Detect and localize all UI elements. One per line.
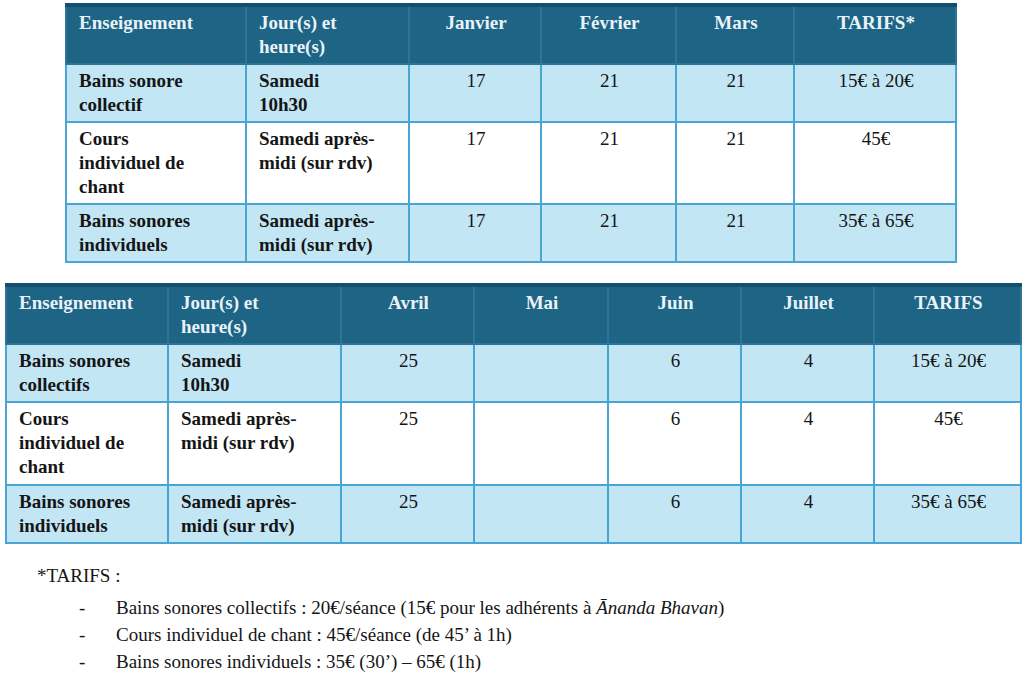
cell-avril: 25 (341, 344, 474, 402)
tariff-table-jan-mar: Enseignement Jour(s) et heure(s) Janvier… (65, 3, 957, 263)
cell-janvier: 17 (409, 122, 541, 204)
table-row: Bains sonores individuels Samedi après- … (6, 485, 1021, 543)
footnote-text-main: Bains sonores collectifs : 20€/séance (1… (116, 597, 596, 618)
cell-janvier: 17 (409, 204, 541, 262)
cell-juin: 6 (608, 485, 741, 543)
column-header-enseignement: Enseignement (6, 285, 168, 344)
table-row: Cours individuel de chant Samedi après- … (66, 122, 956, 204)
bullet-dash: - (79, 594, 116, 621)
cell-schedule: Samedi après- midi (sur rdv) (246, 122, 409, 204)
cell-mars: 21 (676, 122, 794, 204)
table-row: Bains sonore collectif Samedi 10h30 17 2… (66, 64, 956, 122)
tariff-table-apr-jul: Enseignement Jour(s) et heure(s) Avril M… (5, 283, 1022, 544)
cell-tarif: 45€ (794, 122, 956, 204)
column-header-juillet: Juillet (741, 285, 874, 344)
footnote-text-italic: Ānanda Bhavan (596, 597, 718, 618)
column-header-jours-heures: Jour(s) et heure(s) (246, 5, 409, 64)
cell-schedule: Samedi après- midi (sur rdv) (168, 485, 341, 543)
bullet-dash: - (79, 648, 116, 675)
cell-mai (474, 344, 608, 402)
cell-tarif: 35€ à 65€ (794, 204, 956, 262)
cell-schedule: Samedi après- midi (sur rdv) (168, 402, 341, 485)
cell-enseignement: Cours individuel de chant (6, 402, 168, 485)
footnote-title: *TARIFS : (37, 564, 724, 588)
document-page: { "colors": { "header_bg": "#1E6484", "h… (0, 0, 1024, 675)
footnote-text: Bains sonores individuels : 35€ (30’) – … (116, 648, 481, 675)
cell-avril: 25 (341, 402, 474, 485)
column-header-fevrier: Février (541, 5, 676, 64)
cell-mars: 21 (676, 64, 794, 122)
cell-schedule: Samedi 10h30 (246, 64, 409, 122)
table-header-row: Enseignement Jour(s) et heure(s) Janvier… (66, 5, 956, 64)
cell-tarif: 15€ à 20€ (794, 64, 956, 122)
cell-enseignement: Bains sonore collectif (66, 64, 246, 122)
footnote-item-chant: - Cours individuel de chant : 45€/séance… (37, 621, 724, 648)
cell-juillet: 4 (741, 344, 874, 402)
footnote-text: Bains sonores collectifs : 20€/séance (1… (116, 594, 724, 621)
cell-avril: 25 (341, 485, 474, 543)
cell-enseignement: Bains sonores individuels (66, 204, 246, 262)
cell-schedule: Samedi après- midi (sur rdv) (246, 204, 409, 262)
cell-mars: 21 (676, 204, 794, 262)
footnote-text-suffix: ) (718, 597, 724, 618)
cell-juillet: 4 (741, 485, 874, 543)
cell-tarif: 45€ (874, 402, 1021, 485)
footnote-text: Cours individuel de chant : 45€/séance (… (116, 621, 512, 648)
footnote-item-individuels: - Bains sonores individuels : 35€ (30’) … (37, 648, 724, 675)
footnote-item-collectifs: - Bains sonores collectifs : 20€/séance … (37, 594, 724, 621)
column-header-mars: Mars (676, 5, 794, 64)
cell-tarif: 15€ à 20€ (874, 344, 1021, 402)
column-header-mai: Mai (474, 285, 608, 344)
table-row: Bains sonores collectifs Samedi 10h30 25… (6, 344, 1021, 402)
cell-juin: 6 (608, 402, 741, 485)
cell-mai (474, 485, 608, 543)
table-row: Bains sonores individuels Samedi après- … (66, 204, 956, 262)
tariffs-footnote: *TARIFS : - Bains sonores collectifs : 2… (37, 564, 724, 675)
cell-fevrier: 21 (541, 204, 676, 262)
cell-fevrier: 21 (541, 122, 676, 204)
cell-enseignement: Cours individuel de chant (66, 122, 246, 204)
column-header-tarifs: TARIFS* (794, 5, 956, 64)
column-header-avril: Avril (341, 285, 474, 344)
cell-juin: 6 (608, 344, 741, 402)
bullet-dash: - (79, 621, 116, 648)
cell-mai (474, 402, 608, 485)
cell-juillet: 4 (741, 402, 874, 485)
column-header-janvier: Janvier (409, 5, 541, 64)
cell-janvier: 17 (409, 64, 541, 122)
cell-fevrier: 21 (541, 64, 676, 122)
footnote-text-main: Bains sonores individuels : 35€ (30’) – … (116, 651, 481, 672)
table-header-row: Enseignement Jour(s) et heure(s) Avril M… (6, 285, 1021, 344)
footnote-text-main: Cours individuel de chant : 45€/séance (… (116, 624, 512, 645)
column-header-juin: Juin (608, 285, 741, 344)
column-header-jours-heures: Jour(s) et heure(s) (168, 285, 341, 344)
column-header-enseignement: Enseignement (66, 5, 246, 64)
cell-enseignement: Bains sonores individuels (6, 485, 168, 543)
column-header-tarifs: TARIFS (874, 285, 1021, 344)
cell-schedule: Samedi 10h30 (168, 344, 341, 402)
cell-tarif: 35€ à 65€ (874, 485, 1021, 543)
cell-enseignement: Bains sonores collectifs (6, 344, 168, 402)
table-row: Cours individuel de chant Samedi après- … (6, 402, 1021, 485)
